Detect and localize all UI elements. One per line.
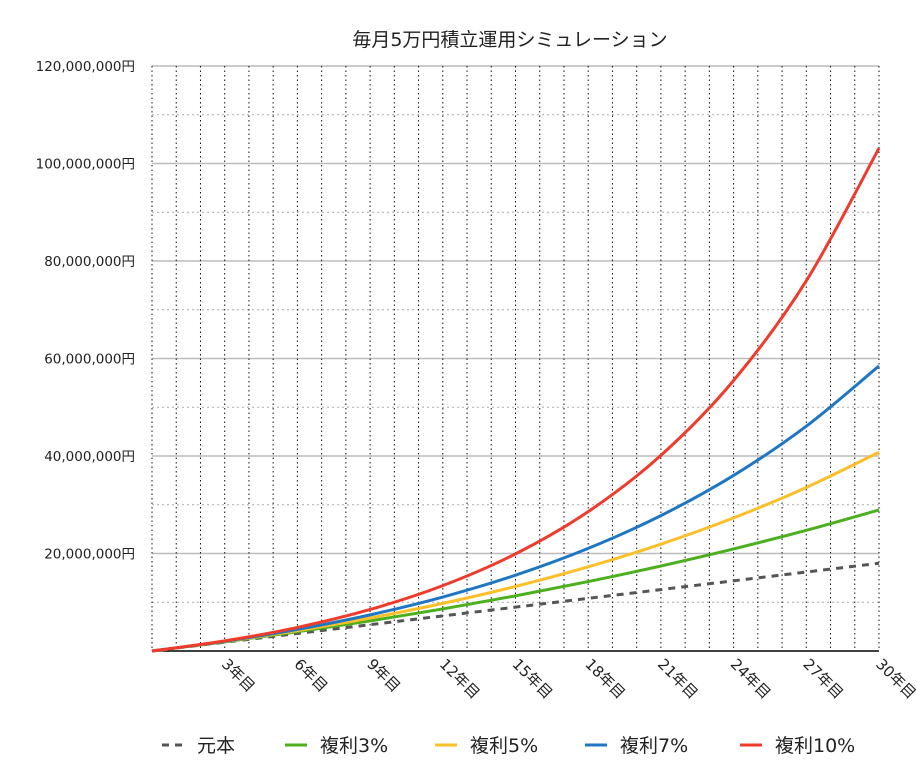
y-axis-ticks: 20,000,000円 40,000,000円 60,000,000円 80,000,…	[36, 59, 135, 563]
y-tick-label: 40,000,000円	[44, 449, 135, 465]
legend-label: 複利3%	[320, 735, 388, 757]
legend-item: 複利5%	[435, 735, 538, 757]
chart-title: 毎月5万円積立運用シミュレーション	[352, 29, 667, 51]
series-line-2	[151, 450, 880, 653]
y-tick-label: 100,000,000円	[36, 157, 135, 173]
series-lines	[151, 147, 881, 653]
x-tick-label: 6年目	[291, 655, 332, 696]
x-tick-label: 9年目	[363, 655, 404, 696]
grid	[151, 65, 880, 652]
x-tick-label: 21年目	[654, 655, 701, 702]
legend-label: 複利10%	[775, 735, 855, 757]
legend-item: 元本	[162, 735, 235, 757]
legend-item: 複利7%	[585, 735, 688, 757]
y-tick-label: 60,000,000円	[44, 352, 135, 368]
series-line-4	[151, 147, 881, 653]
legend: 元本 複利3% 複利5% 複利7% 複利10%	[162, 735, 855, 757]
legend-label: 元本	[197, 735, 235, 757]
x-tick-label: 12年目	[436, 655, 483, 702]
x-axis-ticks: 3年目 6年目 9年目 12年目 15年目 18年目 21年目 24年目 27年目 30年目	[218, 655, 917, 702]
x-tick-label: 18年目	[581, 655, 628, 702]
x-tick-label: 15年目	[509, 655, 556, 702]
x-tick-label: 3年目	[218, 655, 259, 696]
legend-item: 複利3%	[285, 735, 388, 757]
legend-label: 複利5%	[470, 735, 538, 757]
y-tick-label: 120,000,000円	[36, 59, 135, 75]
y-tick-label: 80,000,000円	[44, 254, 135, 270]
x-tick-label: 27年目	[799, 655, 846, 702]
x-tick-label: 30年目	[872, 655, 917, 702]
series-line-0	[151, 561, 880, 653]
x-tick-label: 24年目	[727, 655, 774, 702]
legend-item: 複利10%	[740, 735, 855, 757]
legend-label: 複利7%	[620, 735, 688, 757]
y-tick-label: 20,000,000円	[44, 547, 135, 563]
